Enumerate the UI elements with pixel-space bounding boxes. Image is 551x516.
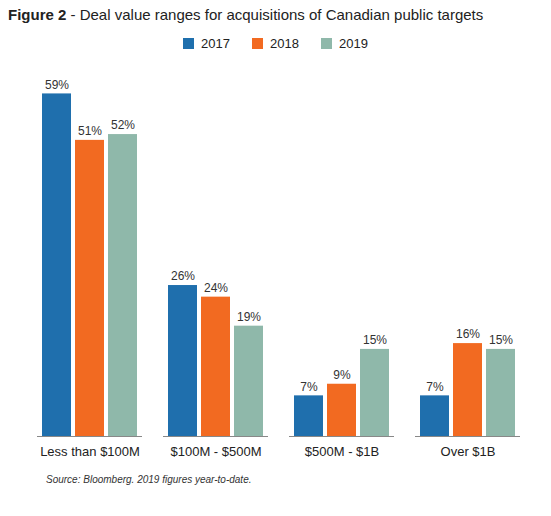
html-text:2017: 2017 (201, 35, 230, 51)
svg-text:16%: 16% (456, 327, 480, 341)
svg-text:7%: 7% (426, 380, 444, 394)
svg-text:$500M - $1B: $500M - $1B (305, 444, 379, 459)
svg-text:51%: 51% (78, 124, 102, 138)
svg-text:26%: 26% (171, 269, 195, 283)
svg-text:7%: 7% (300, 380, 318, 394)
svg-text:15%: 15% (489, 333, 513, 347)
svg-text:9%: 9% (333, 368, 351, 382)
svg-text:24%: 24% (204, 281, 228, 295)
svg-text:52%: 52% (111, 118, 135, 132)
html-text:Figure 2 - Deal value ranges f: Figure 2 - Deal value ranges for acquisi… (8, 6, 484, 23)
svg-text:Less than $100M: Less than $100M (40, 444, 140, 459)
svg-text:Over $1B: Over $1B (441, 444, 496, 459)
svg-text:59%: 59% (45, 78, 69, 92)
html-text:2019: 2019 (339, 35, 368, 51)
html-text:2018: 2018 (270, 35, 299, 51)
svg-text:$100M - $500M: $100M - $500M (170, 444, 261, 459)
svg-text:19%: 19% (237, 310, 261, 324)
html-text:Source: Bloomberg. 2019 figure: Source: Bloomberg. 2019 figures year-to-… (46, 474, 252, 485)
svg-text:15%: 15% (363, 333, 387, 347)
